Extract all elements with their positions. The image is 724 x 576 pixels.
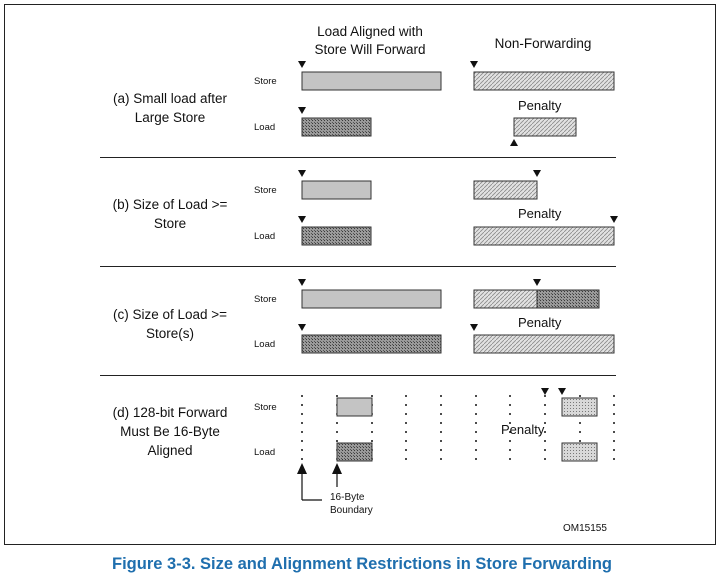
col-forward-header-line-2: Store Will Forward <box>314 42 426 57</box>
section-a-label-line-1: (a) Small load after <box>112 91 228 106</box>
a-nonforward-store-marker-icon <box>470 61 478 68</box>
c-forward-load-bar <box>301 334 442 354</box>
b-forward-load-marker-icon <box>298 216 306 223</box>
a-nonforward-load-marker-icon <box>510 139 518 146</box>
section-a-label: (a) Small load after Large Store <box>70 89 270 127</box>
section-divider-1 <box>100 157 616 158</box>
d-forward-load-bar <box>336 442 373 462</box>
section-b-label-line-2: Store <box>153 216 187 231</box>
section-b-bars <box>298 170 618 246</box>
a-forward-store-bar <box>301 71 442 91</box>
a-store-row-label: Store <box>254 76 277 87</box>
boundary-label-line-2: Boundary <box>330 505 373 516</box>
section-divider-2 <box>100 266 616 267</box>
c-store-row-label: Store <box>254 294 277 305</box>
b-store-row-label: Store <box>254 185 277 196</box>
b-forward-load-bar <box>301 226 372 246</box>
a-load-row-label: Load <box>254 122 276 133</box>
a-nonforward-store-bar <box>473 71 615 91</box>
d-load-row-label: Load <box>254 447 276 458</box>
c-forward-load-marker-icon <box>298 324 306 331</box>
section-c-label-line-1: (c) Size of Load >= <box>112 307 228 322</box>
b-nonforward-load-marker-icon <box>610 216 618 223</box>
boundary-label-line-1: 16-Byte <box>330 492 365 503</box>
boundary-arrow-head-icon-1 <box>297 463 307 474</box>
b-penalty-label: Penalty <box>518 206 562 221</box>
figure-caption: Figure 3-3. Size and Alignment Restricti… <box>112 555 612 573</box>
d-nonforward-store-marker-icon-2 <box>558 388 566 395</box>
c-nonforward-store-bar-2 <box>536 289 600 309</box>
section-c-label: (c) Size of Load >= Store(s) <box>70 305 270 343</box>
a-forward-store-marker-icon <box>298 61 306 68</box>
col-forward-header-line-1: Load Aligned with <box>317 24 423 39</box>
b-load-row-label: Load <box>254 231 276 242</box>
section-divider-3 <box>100 375 616 376</box>
col-forward-header: Load Aligned with Store Will Forward <box>290 23 450 59</box>
section-d-label-line-2: Must Be 16-Byte <box>120 424 220 439</box>
section-d-label-line-1: (d) 128-bit Forward <box>112 405 228 420</box>
c-nonforward-load-marker-icon <box>470 324 478 331</box>
a-forward-load-marker-icon <box>298 107 306 114</box>
a-nonforward-load-bar <box>513 117 577 137</box>
section-b-label-line-1: (b) Size of Load >= <box>112 197 228 212</box>
d-nonforward-store-marker-icon-1 <box>541 388 549 395</box>
section-c-bars <box>298 279 615 354</box>
c-nonforward-store-marker-icon <box>533 279 541 286</box>
section-d-bars <box>297 388 598 501</box>
d-store-row-label: Store <box>254 402 277 413</box>
section-d-label: (d) 128-bit Forward Must Be 16-Byte Alig… <box>70 403 270 460</box>
figure-frame <box>4 4 716 545</box>
b-forward-store-bar <box>301 180 372 200</box>
d-nonforward-store-bar <box>561 397 598 417</box>
c-load-row-label: Load <box>254 339 276 350</box>
boundary-label: 16-Byte Boundary <box>330 491 373 517</box>
figure-id: OM15155 <box>563 523 607 534</box>
d-forward-store-bar <box>336 397 373 417</box>
b-nonforward-store-marker-icon <box>533 170 541 177</box>
d-nonforward-load-bar <box>561 442 598 462</box>
d-penalty-label: Penalty <box>501 422 545 437</box>
c-forward-store-marker-icon <box>298 279 306 286</box>
col-nonforward-header: Non-Forwarding <box>494 36 592 51</box>
boundary-arrow-head-icon-2 <box>332 463 342 474</box>
section-a-bars <box>298 61 615 146</box>
section-a-label-line-2: Large Store <box>134 110 206 125</box>
section-d-label-line-3: Aligned <box>147 443 193 458</box>
c-nonforward-store-bar-1 <box>473 289 538 309</box>
c-penalty-label: Penalty <box>518 315 562 330</box>
b-forward-store-marker-icon <box>298 170 306 177</box>
b-nonforward-load-bar <box>473 226 615 246</box>
b-nonforward-store-bar <box>473 180 538 200</box>
c-forward-store-bar <box>301 289 442 309</box>
section-c-label-line-2: Store(s) <box>145 326 194 341</box>
section-b-label: (b) Size of Load >= Store <box>70 195 270 233</box>
c-nonforward-load-bar <box>473 334 615 354</box>
a-penalty-label: Penalty <box>518 98 562 113</box>
a-forward-load-bar <box>301 117 372 137</box>
